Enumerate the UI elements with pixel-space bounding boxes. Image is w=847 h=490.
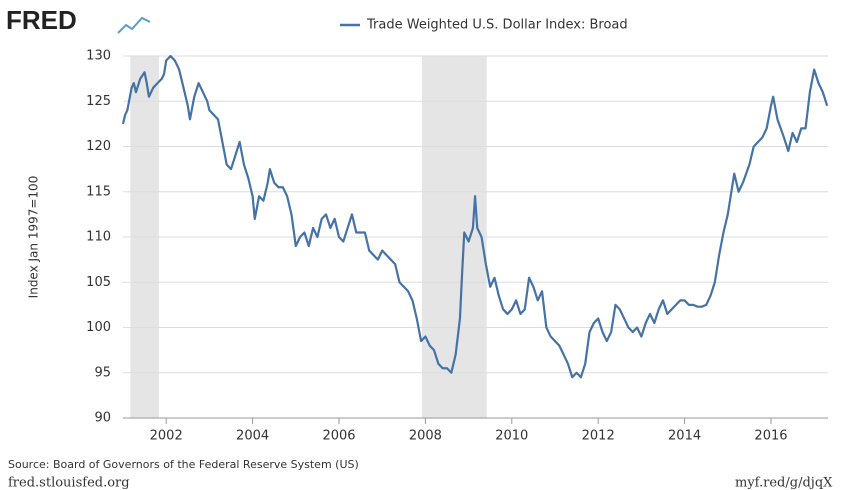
y-tick-label: 95 [94,365,111,380]
x-tick-label: 2016 [754,429,787,444]
logo: FRED [6,5,77,35]
y-tick-label: 90 [94,411,111,426]
legend-label: Trade Weighted U.S. Dollar Index: Broad [366,18,628,33]
x-tick-label: 2010 [495,429,528,444]
y-tick-label: 110 [86,230,111,245]
source: Source: Board of Governors of the Federa… [8,458,359,471]
y-tick-label: 105 [86,275,111,290]
short-url: myf.red/g/djqX [735,476,833,490]
x-tick-label: 2006 [322,429,355,444]
logo-icon [117,16,151,34]
x-tick-label: 2004 [236,429,269,444]
x-tick-label: 2014 [668,429,701,444]
site: fred.stlouisfed.org [8,476,130,490]
x-tick-label: 2008 [409,429,442,444]
y-tick-label: 100 [86,320,111,335]
series-line [121,54,829,379]
y-axis-label: Index Jan 1997=100 [27,176,41,299]
x-tick-label: 2012 [582,429,615,444]
x-tick-label: 2002 [150,429,183,444]
y-tick-label: 120 [86,139,111,154]
y-tick-label: 125 [86,94,111,109]
y-tick-label: 115 [86,184,111,199]
y-tick-label: 130 [86,49,111,64]
